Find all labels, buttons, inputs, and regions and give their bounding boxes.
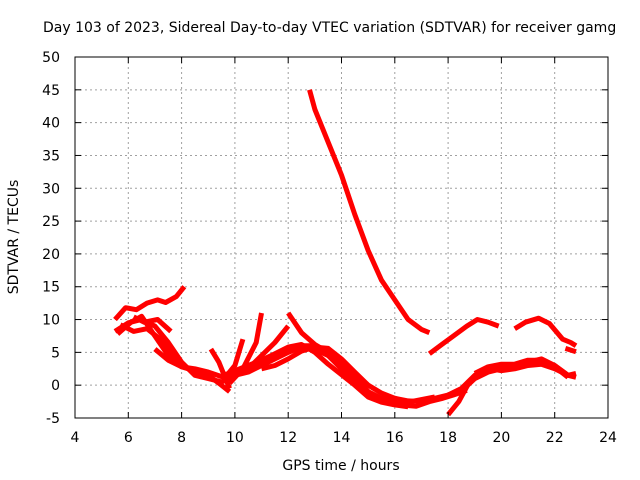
x-tick-label: 12 xyxy=(279,430,297,446)
x-tick-label: 10 xyxy=(226,430,244,446)
x-tick-label: 24 xyxy=(599,430,617,446)
series-group xyxy=(113,89,578,417)
series-line-arc-18 xyxy=(260,344,409,405)
y-tick-label: 30 xyxy=(42,181,60,197)
x-axis-label: GPS time / hours xyxy=(282,458,399,474)
x-tick-label: 14 xyxy=(333,430,351,446)
x-tick-label: 22 xyxy=(546,430,564,446)
y-tick-label: 10 xyxy=(42,313,60,329)
series-line-arc-09 xyxy=(132,314,173,334)
x-tick-label: 16 xyxy=(386,430,404,446)
x-tick-label: 6 xyxy=(124,430,133,446)
series-line-arc-03 xyxy=(513,315,578,348)
series-line-arc-19 xyxy=(286,311,370,394)
series-line-arc-05 xyxy=(113,285,187,322)
x-tick-label: 8 xyxy=(177,430,186,446)
y-tick-label: 50 xyxy=(42,50,60,66)
series-line-arc-11 xyxy=(208,347,232,390)
chart-title: Day 103 of 2023, Sidereal Day-to-day VTE… xyxy=(43,20,616,36)
x-tick-label: 18 xyxy=(439,430,457,446)
series-line-arc-02 xyxy=(427,317,500,356)
y-tick-label: 20 xyxy=(42,247,60,263)
y-tick-label: 35 xyxy=(42,148,60,164)
y-tick-label: 40 xyxy=(42,116,60,132)
series-line-arc-04 xyxy=(564,346,577,355)
y-tick-label: -5 xyxy=(46,411,60,427)
y-tick-label: 15 xyxy=(42,280,60,296)
x-axis: 4 6 8 10 12 14 16 18 20 22 24 xyxy=(71,57,617,446)
y-tick-label: 5 xyxy=(51,345,60,361)
y-tick-label: 25 xyxy=(42,214,60,230)
grid xyxy=(75,57,608,418)
series-line-arc-17 xyxy=(233,342,409,410)
y-axis-label: SDTVAR / TECUs xyxy=(6,180,22,295)
y-axis: -5 0 5 10 15 20 25 30 35 40 45 50 xyxy=(42,50,608,427)
series-line-arc-01 xyxy=(307,89,431,336)
series-line-arc-10 xyxy=(153,347,231,380)
series-line-arc-24 xyxy=(473,357,570,380)
y-tick-label: 0 xyxy=(51,378,60,394)
x-tick-label: 20 xyxy=(492,430,510,446)
x-tick-label: 4 xyxy=(71,430,80,446)
y-tick-label: 45 xyxy=(42,83,60,99)
